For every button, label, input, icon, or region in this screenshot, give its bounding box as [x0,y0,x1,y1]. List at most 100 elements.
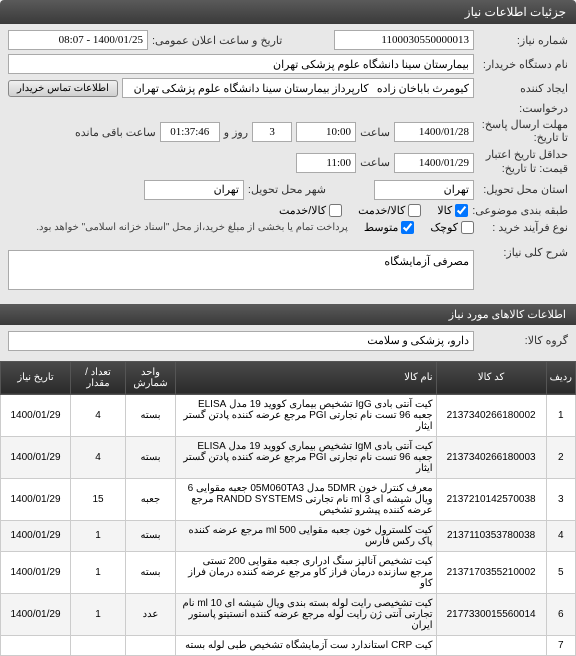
city-label: شهر محل تحویل: [248,183,326,196]
th-unit: واحد شمارش [126,361,176,394]
days-count-input[interactable] [252,122,292,142]
proc-mid-label: متوسط [364,221,399,234]
desc-label: شرح کلی نیاز: [478,246,568,259]
cell-code: 2137340266180003 [436,436,546,478]
category-label: طبقه بندی موضوعی: [472,204,568,217]
table-row[interactable]: 12137340266180002کیت آنتی بادی IgG تشخیص… [1,394,576,436]
desc-textarea[interactable]: مصرفی آزمایشگاه [8,250,474,290]
cell-idx: 1 [546,394,575,436]
table-row[interactable]: 52137170355210002کیت تشخیص آنالیز سنگ اد… [1,551,576,593]
form-area: شماره نیاز: تاریخ و ساعت اعلان عمومی: نا… [0,24,576,304]
cell-unit: جعبه [126,478,176,520]
process-label: نوع فرآیند خرید : [478,221,568,234]
validity-hour-input[interactable] [296,153,356,173]
cell-unit: بسته [126,394,176,436]
th-qty: تعداد / مقدار [71,361,126,394]
timer-display [160,122,220,142]
cell-code [436,635,546,655]
cell-idx: 2 [546,436,575,478]
cell-name: کیت آنتی بادی IgM تشخیص بیماری کووید 19 … [176,436,437,478]
table-row[interactable]: 42137110353780038کیت کلسترول خون جعبه مق… [1,520,576,551]
cell-name: کیت تشخیصی رایت لوله بسته بندی ویال شیشه… [176,593,437,635]
contact-info-button[interactable]: اطلاعات تماس خریدار [8,80,118,97]
cell-qty: 4 [71,436,126,478]
cell-idx: 6 [546,593,575,635]
validity-date-input[interactable] [394,153,474,173]
cell-date: 1400/01/29 [1,478,71,520]
cell-code: 2137210142570038 [436,478,546,520]
remain-label: ساعت باقی مانده [75,126,156,139]
cat-kala-checkbox[interactable] [455,204,468,217]
public-date-input[interactable] [8,30,148,50]
public-date-label: تاریخ و ساعت اعلان عمومی: [152,34,282,47]
cat-service2-label: کالا/خدمت [279,204,326,217]
cat-service-label: کالا/خدمت [358,204,405,217]
buyer-label: نام دستگاه خریدار: [478,58,568,71]
deadline-hour-input[interactable] [296,122,356,142]
need-no-label: شماره نیاز: [478,34,568,47]
table-row[interactable]: 62177330015560014کیت تشخیصی رایت لوله بس… [1,593,576,635]
cell-name: کیت کلسترول خون جعبه مقوایی 500 ml مرجع … [176,520,437,551]
cell-name: معرف کنترل خون 5DMR مدل 05M060TA3 جعبه م… [176,478,437,520]
items-section-header: اطلاعات کالاهای مورد نیاز [0,304,576,325]
validity-to-label: قیمت: تا تاریخ: [502,163,568,175]
cell-idx: 5 [546,551,575,593]
buyer-input[interactable] [8,54,474,74]
cell-idx: 7 [546,635,575,655]
group-input[interactable] [8,331,474,351]
cat-service2-wrap[interactable]: کالا/خدمت [279,204,342,217]
items-table: ردیف کد کالا نام کالا واحد شمارش تعداد /… [0,361,576,656]
th-date: تاریخ نیاز [1,361,71,394]
items-section-title: اطلاعات کالاهای مورد نیاز [449,309,566,321]
cat-service-wrap[interactable]: کالا/خدمت [358,204,421,217]
cell-code: 2137340266180002 [436,394,546,436]
cell-qty: 1 [71,593,126,635]
th-code: کد کالا [436,361,546,394]
cat-service-checkbox[interactable] [408,204,421,217]
cell-date: 1400/01/29 [1,436,71,478]
table-row[interactable]: 7 کیت CRP استاندارد ست آزمایشگاه تشخیص طب… [1,635,576,655]
th-name: نام کالا [176,361,437,394]
proc-small-checkbox[interactable] [461,221,474,234]
payment-note: پرداخت تمام یا بخشی از مبلغ خرید،از محل … [36,222,348,233]
cell-idx: 4 [546,520,575,551]
rooz-label: روز و [224,126,248,139]
request-label: درخواست: [478,102,568,115]
cell-date: 1400/01/29 [1,593,71,635]
cell-idx: 3 [546,478,575,520]
group-label: گروه کالا: [478,334,568,347]
proc-small-label: کوچک [430,221,458,234]
cell-date: 1400/01/29 [1,551,71,593]
cell-date [1,635,71,655]
table-row[interactable]: 22137340266180003کیت آنتی بادی IgM تشخیص… [1,436,576,478]
cell-name: کیت تشخیص آنالیز سنگ ادراری جعبه مقوایی … [176,551,437,593]
cell-qty: 1 [71,520,126,551]
creator-input[interactable] [122,78,474,98]
proc-small-wrap[interactable]: کوچک [430,221,474,234]
saat-label-2: ساعت [360,156,390,169]
cell-name: کیت CRP استاندارد ست آزمایشگاه تشخیص طبی… [176,635,437,655]
header-title: جزئیات اطلاعات نیاز [465,5,566,19]
table-row[interactable]: 32137210142570038معرف کنترل خون 5DMR مدل… [1,478,576,520]
province-input[interactable] [374,180,474,200]
desc-text: مصرفی آزمایشگاه [384,256,469,268]
cat-kala-wrap[interactable]: کالا [437,204,468,217]
cell-code: 2137170355210002 [436,551,546,593]
cell-unit: عدد [126,593,176,635]
province-label: استان محل تحویل: [478,183,568,196]
city-input[interactable] [144,180,244,200]
deadline-date-input[interactable] [394,122,474,142]
deadline-to-label: تا تاریخ: [534,132,568,144]
th-idx: ردیف [546,361,575,394]
cat-service2-checkbox[interactable] [329,204,342,217]
need-no-input[interactable] [334,30,474,50]
cell-unit: بسته [126,436,176,478]
deadline-label: مهلت ارسال پاسخ: [482,119,568,131]
cell-code: 2177330015560014 [436,593,546,635]
proc-mid-checkbox[interactable] [401,221,414,234]
cell-qty: 15 [71,478,126,520]
saat-label-1: ساعت [360,126,390,139]
proc-mid-wrap[interactable]: متوسط [364,221,415,234]
validity-label: حداقل تاریخ اعتبار [486,149,568,161]
cat-kala-label: کالا [437,204,452,217]
